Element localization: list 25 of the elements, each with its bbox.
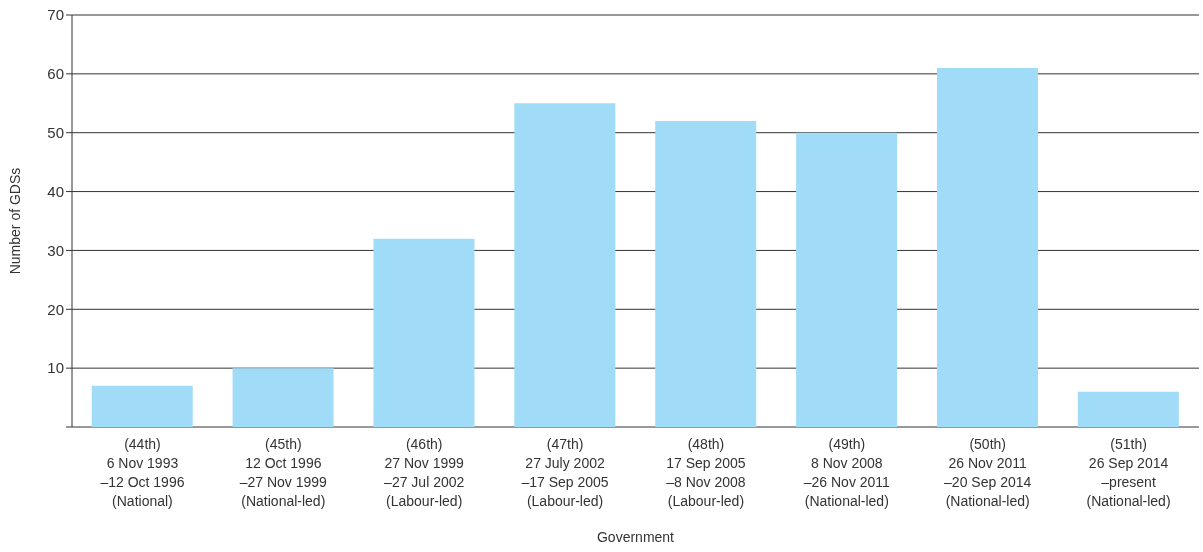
x-tick-label: (44th) 6 Nov 1993 –12 Oct 1996 (National) bbox=[100, 436, 185, 509]
x-tick-label: (45th) 12 Oct 1996 –27 Nov 1999 (National-led) bbox=[239, 436, 328, 509]
bar bbox=[373, 238, 475, 427]
bar bbox=[655, 120, 757, 427]
y-tick-label: 60 bbox=[47, 65, 64, 83]
bar bbox=[514, 103, 616, 427]
x-tick-label: (47th) 27 July 2002 –17 Sep 2005 (Labour-led) bbox=[521, 436, 609, 509]
y-tick-label: 30 bbox=[47, 241, 64, 259]
x-tick-label: (49th) 8 Nov 2008 –26 Nov 2011 (National-led) bbox=[803, 436, 891, 509]
y-tick-label: 20 bbox=[47, 300, 64, 318]
x-tick-label: (46th) 27 Nov 1999 –27 Jul 2002 (Labour-led) bbox=[384, 436, 465, 509]
bar bbox=[936, 67, 1038, 427]
y-tick-label: 10 bbox=[47, 359, 64, 377]
x-tick-label: (50th) 26 Nov 2011 –20 Sep 2014 (National-led) bbox=[944, 436, 1032, 509]
x-tick-label: (51th) 26 Sep 2014 –present (National-led) bbox=[1086, 436, 1171, 509]
bar bbox=[796, 132, 898, 427]
x-axis-title: Government bbox=[596, 529, 675, 545]
y-tick-label: 40 bbox=[47, 182, 64, 200]
y-tick-label: 50 bbox=[47, 124, 64, 142]
bar bbox=[91, 385, 193, 427]
y-axis-title: Number of GDSs bbox=[6, 167, 23, 275]
bar bbox=[232, 368, 334, 427]
x-tick-label: (48th) 17 Sep 2005 –8 Nov 2008 (Labour-led) bbox=[666, 436, 746, 509]
bar bbox=[1077, 391, 1179, 427]
y-tick-label: 70 bbox=[47, 6, 64, 24]
